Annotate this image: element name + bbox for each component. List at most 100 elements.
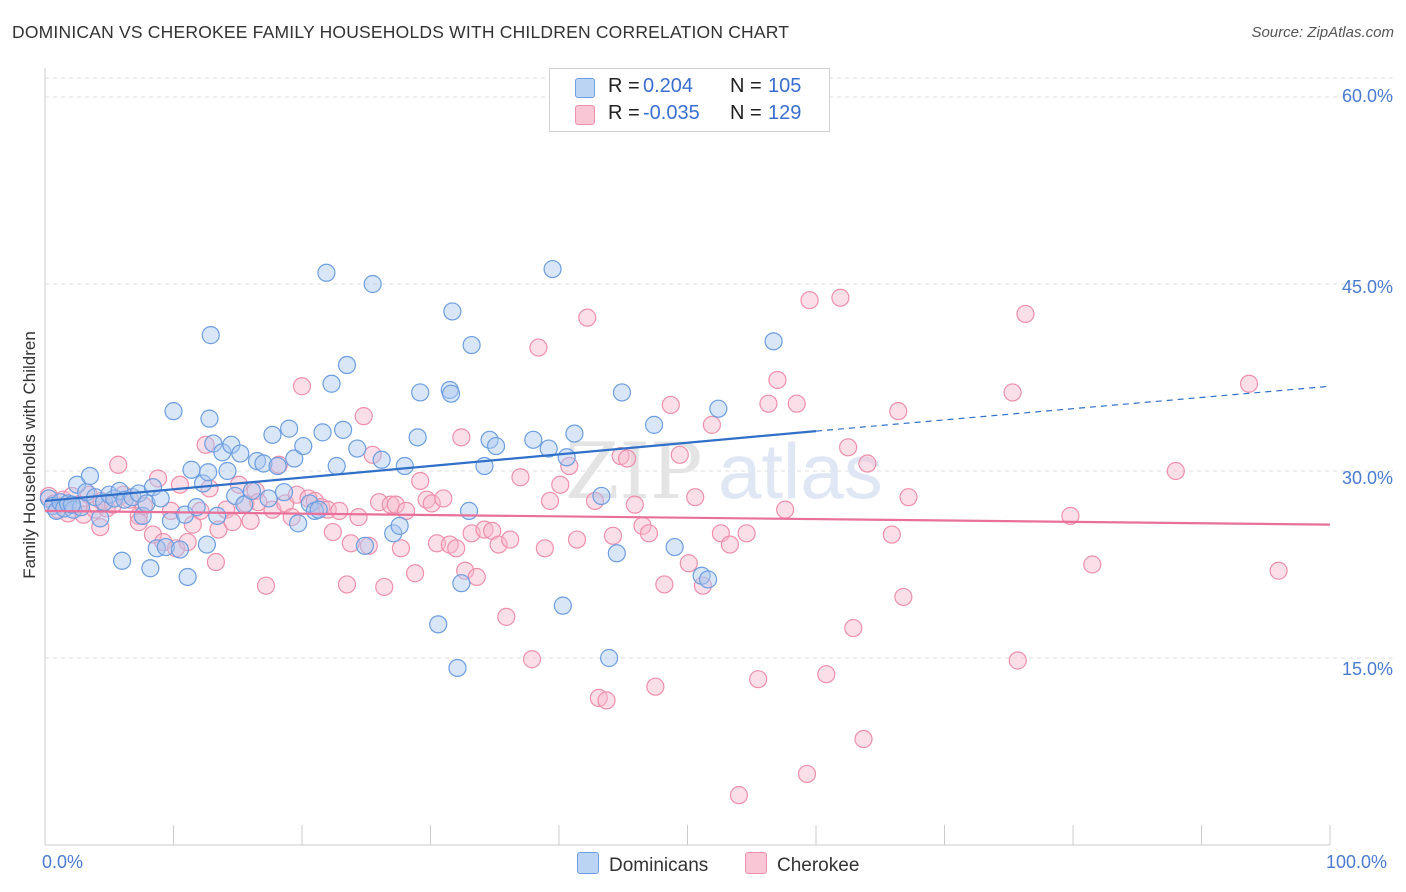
bottom-legend-swatch-blue xyxy=(577,852,599,874)
cherokee-point xyxy=(639,524,659,543)
dominicans-point xyxy=(764,332,783,351)
dominicans-point xyxy=(268,456,287,476)
cherokee-point xyxy=(882,525,901,544)
cherokee-point xyxy=(196,435,215,454)
chart-title: DOMINICAN VS CHEROKEE FAMILY HOUSEHOLDS … xyxy=(12,22,790,42)
cherokee-point xyxy=(787,394,806,413)
cherokee-point xyxy=(839,438,858,457)
cherokee-trend-line xyxy=(44,509,1331,526)
cherokee-point xyxy=(1269,561,1288,580)
cherokee-point xyxy=(359,536,378,555)
legend-swatch-pink xyxy=(575,105,595,125)
dominicans-point xyxy=(170,540,190,559)
cherokee-point xyxy=(817,665,836,684)
cherokee-point xyxy=(363,445,382,464)
cherokee-point xyxy=(330,501,349,520)
cherokee-point xyxy=(679,554,698,573)
cherokee-point xyxy=(511,468,530,487)
cherokee-point xyxy=(170,475,190,494)
dominicans-point xyxy=(612,383,632,402)
cherokee-point xyxy=(427,534,447,553)
cherokee-point xyxy=(209,520,228,539)
cherokee-point xyxy=(522,650,542,669)
cherokee-point xyxy=(161,501,181,520)
cherokee-point xyxy=(256,576,276,595)
dominicans-point xyxy=(384,524,403,543)
cherokee-point xyxy=(375,577,394,597)
cherokee-point xyxy=(341,534,360,553)
cherokee-points xyxy=(39,288,1288,805)
dominicans-point xyxy=(218,461,237,481)
cherokee-point xyxy=(1166,461,1185,481)
dominicans-point xyxy=(285,449,304,468)
cherokee-point xyxy=(411,471,430,491)
dominicans-point xyxy=(182,460,201,479)
dominicans-point xyxy=(486,436,506,456)
cherokee-point xyxy=(183,515,202,534)
cherokee-point xyxy=(858,454,877,473)
dominicans-point xyxy=(372,450,391,469)
dominicans-point xyxy=(327,456,346,476)
dominicans-point xyxy=(199,463,218,482)
cherokee-point xyxy=(148,469,168,488)
cherokee-point xyxy=(844,618,863,638)
dominicans-point xyxy=(644,415,664,434)
cherokee-point xyxy=(1008,651,1027,670)
cherokee-point xyxy=(535,539,554,558)
cherokee-point xyxy=(1083,555,1102,574)
cherokee-point xyxy=(467,567,486,587)
dominicans-point xyxy=(665,537,684,557)
cherokee-point xyxy=(1016,304,1035,324)
dominicans-point xyxy=(363,274,382,294)
bottom-legend-dominicans: Dominicans xyxy=(577,852,708,876)
source-label: Source: ZipAtlas.com xyxy=(1251,24,1394,41)
cherokee-point xyxy=(578,308,597,327)
dominicans-point xyxy=(411,383,430,402)
dominicans-point xyxy=(141,559,160,578)
legend-r-value: 0.204 xyxy=(643,75,694,97)
cherokee-point xyxy=(143,525,163,544)
cherokee-point xyxy=(434,489,453,508)
cherokee-point xyxy=(337,575,357,594)
legend-n-value: 105 xyxy=(768,75,802,97)
cherokee-point xyxy=(661,395,680,415)
cherokee-point xyxy=(292,377,312,396)
dominicans-point xyxy=(289,514,308,533)
dominicans-point xyxy=(543,259,562,279)
dominicans-point xyxy=(280,419,299,438)
dominicans-point xyxy=(592,486,611,506)
legend-swatch-blue xyxy=(575,78,595,98)
cherokee-point xyxy=(323,522,342,542)
watermark-atlas: atlas xyxy=(718,427,883,515)
dominicans-point xyxy=(112,551,132,570)
cherokee-point xyxy=(720,535,740,554)
x-tick-label-max: 100.0% xyxy=(1326,852,1388,872)
dominicans-point xyxy=(355,536,375,555)
cherokee-point xyxy=(597,691,616,710)
cherokee-point xyxy=(349,508,368,527)
dominicans-point xyxy=(443,302,462,321)
dominicans-point xyxy=(395,456,414,476)
dominicans-point xyxy=(539,439,558,458)
dominicans-trend-extension xyxy=(815,385,1331,432)
cherokee-point xyxy=(391,539,411,558)
cherokee-point xyxy=(625,495,644,514)
dominicans-point xyxy=(553,596,572,615)
dominicans-point xyxy=(62,495,82,514)
cherokee-point xyxy=(497,607,516,626)
cherokee-point xyxy=(737,524,756,543)
legend: R = 0.204 N = 105 R = -0.035 N = 129 xyxy=(549,68,830,132)
x-tick-label-min: 0.0% xyxy=(42,852,84,872)
dominicans-point xyxy=(274,483,294,502)
dominicans-point xyxy=(259,489,278,508)
dominicans-point xyxy=(242,481,261,501)
dominicans-point xyxy=(565,424,584,443)
bottom-legend-swatch-pink xyxy=(745,852,767,874)
cherokee-point xyxy=(249,493,268,512)
cherokee-point xyxy=(776,500,795,519)
trend-lines xyxy=(44,385,1331,526)
cherokee-point xyxy=(381,495,400,514)
cherokee-point xyxy=(831,288,850,307)
cherokee-point xyxy=(452,428,471,447)
cherokee-point xyxy=(749,670,768,689)
